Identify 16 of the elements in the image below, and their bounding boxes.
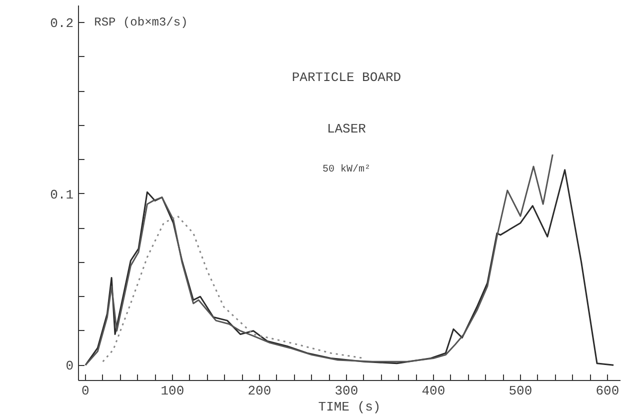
x-axis-title: TIME (s) [318,400,381,414]
y-tick-label: 0.1 [50,187,74,202]
x-tick-label: 0 [82,384,90,398]
x-tick-label: 600 [596,384,620,398]
x-tick-label: 300 [334,384,358,398]
x-tick-label: 500 [508,384,532,398]
x-tick-label: 100 [160,384,184,398]
x-tick-label: 400 [422,384,446,398]
y-tick-label: 0.2 [50,16,74,32]
y-axis-title: RSP (ob×m3/s) [94,16,188,30]
line-series [84,154,554,366]
annotation: 50 kW/m² [322,163,370,176]
y-tick-label: 0 [66,358,74,374]
x-tick-label: 200 [248,384,272,398]
annotation: PARTICLE BOARD [292,70,402,85]
annotation: LASER [326,121,366,136]
